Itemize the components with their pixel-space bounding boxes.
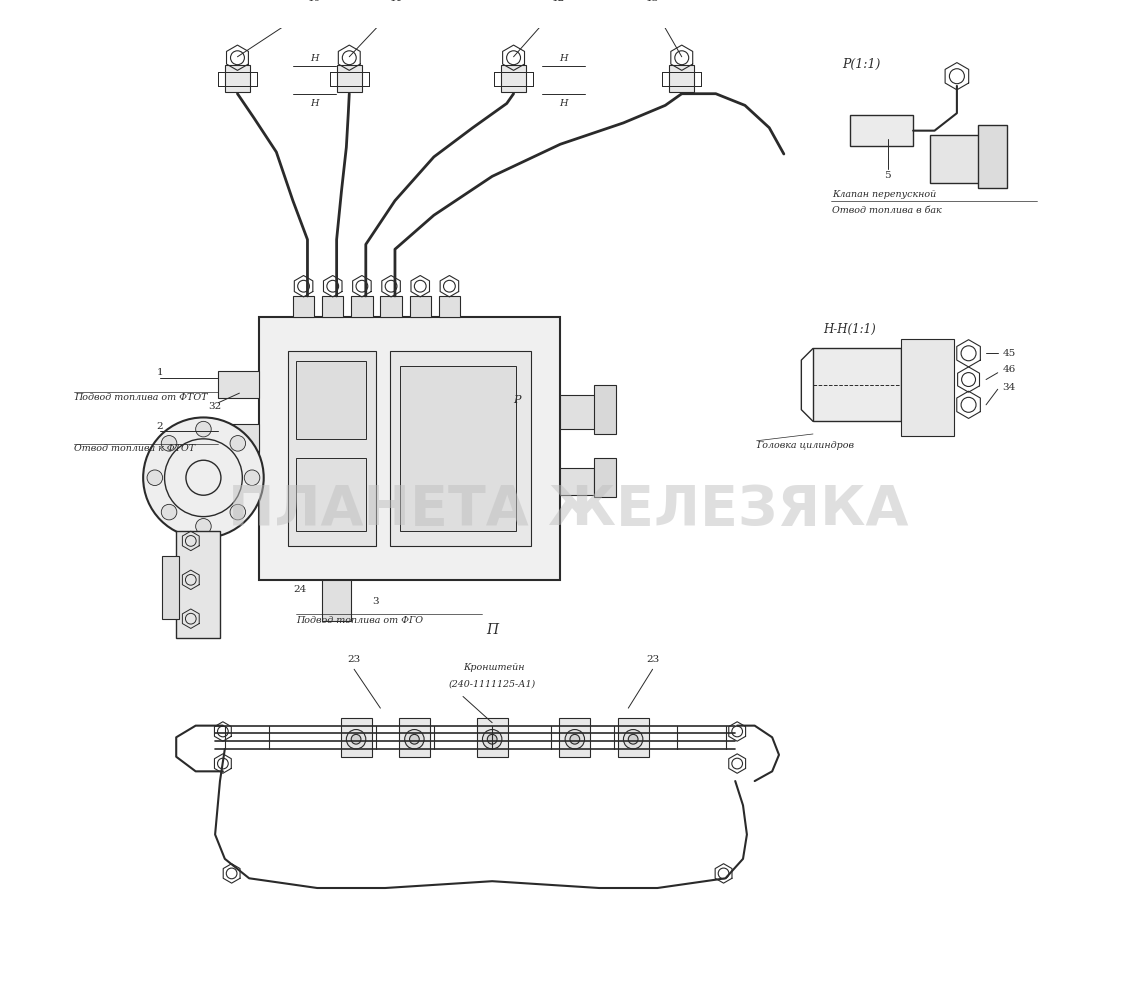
Bar: [400, 366, 516, 531]
Text: (240-1111125-А1): (240-1111125-А1): [448, 679, 536, 688]
Bar: [663, 72, 702, 86]
Circle shape: [629, 735, 638, 744]
Text: П: П: [487, 624, 498, 638]
Text: Головка цилиндров: Головка цилиндров: [756, 441, 855, 450]
Text: 3: 3: [372, 597, 379, 606]
Text: 32: 32: [208, 402, 222, 411]
Bar: [288, 352, 375, 546]
Text: 24: 24: [293, 585, 306, 594]
Text: 23: 23: [348, 655, 360, 664]
Bar: [501, 65, 526, 91]
Bar: [225, 65, 250, 91]
Circle shape: [244, 470, 260, 486]
Bar: [595, 385, 615, 434]
Bar: [495, 72, 533, 86]
Text: Кронштейн: Кронштейн: [463, 662, 524, 672]
Bar: [663, 72, 702, 86]
Text: H: H: [559, 99, 567, 108]
Circle shape: [230, 504, 246, 520]
Bar: [330, 72, 368, 86]
Bar: [337, 65, 362, 91]
Bar: [340, 718, 372, 757]
Bar: [322, 580, 351, 621]
Bar: [850, 115, 913, 146]
Bar: [409, 296, 431, 318]
Circle shape: [196, 421, 211, 437]
Bar: [561, 468, 595, 496]
Bar: [930, 134, 984, 183]
Bar: [218, 424, 259, 452]
Text: 12: 12: [551, 0, 565, 3]
Text: P(1:1): P(1:1): [843, 58, 881, 71]
Circle shape: [161, 436, 177, 451]
Circle shape: [161, 504, 177, 520]
Text: ПЛАНЕТА ЖЕЛЕЗЯКА: ПЛАНЕТА ЖЕЛЕЗЯКА: [229, 484, 908, 537]
Bar: [561, 395, 597, 429]
Circle shape: [351, 735, 360, 744]
Bar: [390, 352, 531, 546]
Circle shape: [147, 470, 163, 486]
Text: 23: 23: [646, 655, 659, 664]
Bar: [901, 339, 954, 436]
Circle shape: [488, 735, 497, 744]
Bar: [296, 361, 366, 439]
Bar: [322, 296, 343, 318]
Bar: [595, 459, 615, 497]
Text: Подвод топлива от ФГО: Подвод топлива от ФГО: [296, 616, 423, 626]
Text: H: H: [310, 55, 318, 64]
Circle shape: [565, 730, 584, 749]
Circle shape: [405, 730, 424, 749]
Circle shape: [409, 735, 420, 744]
Bar: [293, 296, 314, 318]
Bar: [495, 72, 533, 86]
Bar: [399, 718, 430, 757]
Bar: [296, 459, 366, 531]
Text: 13: 13: [646, 0, 659, 3]
Circle shape: [347, 730, 366, 749]
Bar: [259, 318, 561, 580]
Text: Подвод топлива от ФТОТ: Подвод топлива от ФТОТ: [74, 392, 208, 401]
Bar: [439, 296, 460, 318]
Text: H: H: [559, 55, 567, 64]
Circle shape: [570, 735, 580, 744]
Bar: [978, 125, 1007, 188]
Bar: [381, 296, 401, 318]
Bar: [176, 531, 219, 638]
Text: Н-Н(1:1): Н-Н(1:1): [823, 323, 875, 336]
Text: H: H: [310, 99, 318, 108]
Circle shape: [623, 730, 642, 749]
Bar: [617, 718, 649, 757]
Bar: [559, 718, 590, 757]
Bar: [218, 72, 257, 86]
Bar: [476, 718, 508, 757]
Text: 34: 34: [1003, 383, 1015, 392]
Bar: [218, 370, 259, 398]
Bar: [669, 65, 695, 91]
Bar: [218, 72, 257, 86]
Text: Отвод топлива к ФТОТ: Отвод топлива к ФТОТ: [74, 444, 196, 453]
Text: 1: 1: [157, 368, 163, 377]
Bar: [161, 555, 180, 619]
Text: 5: 5: [885, 171, 891, 180]
Circle shape: [482, 730, 501, 749]
Bar: [813, 349, 901, 421]
Text: 11: 11: [390, 0, 404, 3]
Circle shape: [230, 436, 246, 451]
Text: 45: 45: [1003, 349, 1015, 357]
Bar: [330, 72, 368, 86]
Circle shape: [143, 417, 264, 538]
Text: 10: 10: [308, 0, 321, 3]
Text: 46: 46: [1003, 365, 1015, 374]
Text: Клапан перепускной: Клапан перепускной: [832, 191, 937, 200]
Bar: [351, 296, 373, 318]
Text: 2: 2: [157, 422, 163, 431]
Text: Отвод топлива в бак: Отвод топлива в бак: [832, 206, 943, 214]
Text: P: P: [513, 395, 521, 405]
Circle shape: [196, 518, 211, 534]
